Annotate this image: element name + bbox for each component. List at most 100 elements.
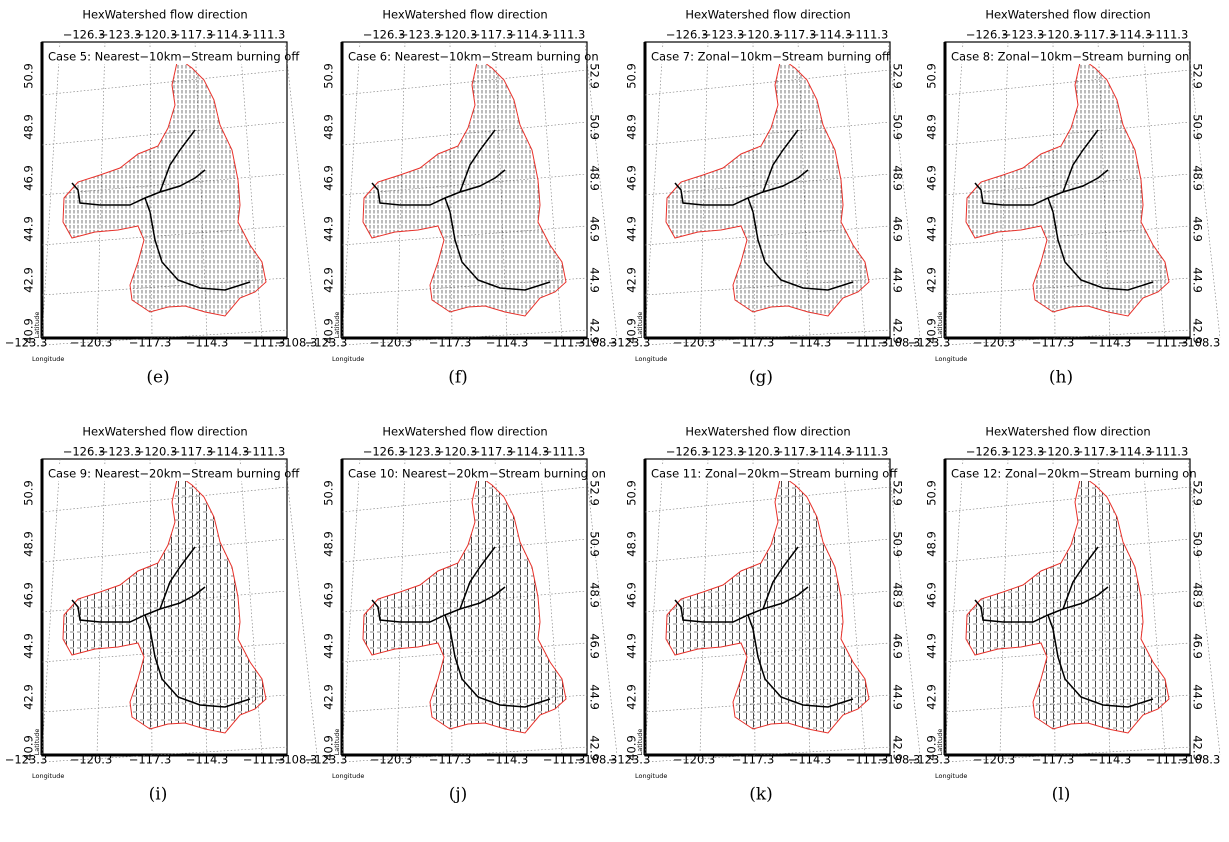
case-bg xyxy=(345,48,583,64)
top-tick-label: −114.3 xyxy=(1110,445,1153,459)
bottom-tick-label: −111.3 xyxy=(1146,336,1189,350)
case-label: Case 12: Zonal−20km−Stream burning on xyxy=(951,467,1197,481)
top-tick-label: −126.3 xyxy=(966,445,1009,459)
panel-title: HexWatershed flow direction xyxy=(82,425,247,439)
left-tick-label: 46.9 xyxy=(322,165,336,191)
left-tick-label: 42.9 xyxy=(322,267,336,293)
panel: HexWatershed flow direction Case 11: Zona… xyxy=(608,425,921,805)
left-tick-label: 48.9 xyxy=(22,114,36,140)
panel-title: HexWatershed flow direction xyxy=(685,8,850,22)
right-tick-label: 48.9 xyxy=(891,582,905,608)
graticule xyxy=(41,486,288,513)
case-bg xyxy=(648,48,886,64)
main-stream xyxy=(159,546,196,610)
bottom-tick-label: −108.3 xyxy=(1178,753,1221,767)
top-tick-label: −111.3 xyxy=(1146,28,1189,42)
watershed-boundary xyxy=(665,57,870,317)
graticule xyxy=(644,458,664,756)
panel-caption: (l) xyxy=(1052,785,1071,805)
top-tick-label: −117.3 xyxy=(171,28,214,42)
left-tick-label: 48.9 xyxy=(625,531,639,557)
right-tick-label: 44.9 xyxy=(588,684,602,710)
left-tick-label: 50.9 xyxy=(22,63,36,89)
right-tick-label: 42.9 xyxy=(1191,318,1205,344)
right-tick-label: 48.9 xyxy=(1191,582,1205,608)
panel-caption: (k) xyxy=(749,785,773,805)
top-tick-label: −114.3 xyxy=(810,28,853,42)
left-tick-label: 50.9 xyxy=(322,63,336,89)
panel-caption: (f) xyxy=(448,368,468,388)
bottom-tick-label: −120.3 xyxy=(973,753,1016,767)
right-tick-label: 48.9 xyxy=(588,165,602,191)
graticule xyxy=(944,486,1191,513)
left-tick-label: 40.9 xyxy=(625,735,639,761)
case-label: Case 7: Zonal−10km−Stream burning off xyxy=(651,50,891,64)
right-tick-label: 44.9 xyxy=(891,267,905,293)
left-tick-label: 48.9 xyxy=(625,114,639,140)
case-bg xyxy=(45,48,283,64)
bottom-tick-label: −111.3 xyxy=(1146,753,1189,767)
graticule xyxy=(341,458,361,756)
bottom-tick-label: −108.3 xyxy=(878,753,921,767)
bottom-tick-label: −120.3 xyxy=(673,753,716,767)
panel-caption: (i) xyxy=(149,785,168,805)
graticule xyxy=(944,458,964,756)
panel-title: HexWatershed flow direction xyxy=(985,8,1150,22)
left-tick-label: 48.9 xyxy=(322,531,336,557)
graticule xyxy=(584,458,618,756)
panel: HexWatershed flow direction Case 8: Zonal… xyxy=(908,8,1221,388)
right-tick-label: 50.9 xyxy=(588,531,602,557)
right-tick-label: 50.9 xyxy=(891,114,905,140)
top-tick-label: −117.3 xyxy=(1074,445,1117,459)
graticule xyxy=(341,69,588,96)
x-axis-label: Longitude xyxy=(332,355,364,363)
main-stream xyxy=(71,586,206,623)
graticule xyxy=(284,41,318,339)
case-bg xyxy=(45,465,283,481)
right-tick-label: 50.9 xyxy=(891,531,905,557)
bottom-tick-label: −123.3 xyxy=(908,336,951,350)
bottom-tick-label: −114.3 xyxy=(1089,336,1132,350)
watershed-boundary xyxy=(965,474,1170,734)
left-tick-label: 50.9 xyxy=(22,480,36,506)
bottom-tick-label: −117.3 xyxy=(732,753,775,767)
graticule xyxy=(341,41,361,339)
top-tick-label: −126.3 xyxy=(966,28,1009,42)
left-tick-label: 46.9 xyxy=(22,165,36,191)
case-bg xyxy=(948,465,1186,481)
main-stream xyxy=(144,197,251,291)
panel-title: HexWatershed flow direction xyxy=(985,425,1150,439)
bottom-tick-label: −123.3 xyxy=(305,753,348,767)
right-tick-label: 42.9 xyxy=(1191,735,1205,761)
panel: HexWatershed flow direction Case 9: Neare… xyxy=(5,425,318,805)
top-tick-label: −117.3 xyxy=(1074,28,1117,42)
panel: HexWatershed flow direction Case 12: Zona… xyxy=(908,425,1221,805)
top-tick-label: −120.3 xyxy=(435,28,478,42)
y-axis-label: Latitude xyxy=(636,729,644,756)
main-stream xyxy=(459,546,496,610)
top-tick-label: −126.3 xyxy=(363,28,406,42)
case-label: Case 9: Nearest−20km−Stream burning off xyxy=(48,467,300,481)
top-tick-label: −120.3 xyxy=(135,445,178,459)
left-tick-label: 46.9 xyxy=(22,582,36,608)
main-stream xyxy=(144,614,251,708)
right-tick-label: 46.9 xyxy=(1191,216,1205,242)
graticule xyxy=(944,69,1191,96)
top-tick-label: −123.3 xyxy=(399,28,442,42)
panel-title: HexWatershed flow direction xyxy=(685,425,850,439)
bottom-tick-label: −120.3 xyxy=(370,336,413,350)
right-tick-label: 48.9 xyxy=(1191,165,1205,191)
right-tick-label: 42.9 xyxy=(588,735,602,761)
main-stream xyxy=(1062,129,1099,193)
flow-network xyxy=(63,475,266,733)
x-axis-label: Longitude xyxy=(332,772,364,780)
main-stream xyxy=(159,129,196,193)
graticule xyxy=(842,41,866,339)
flow-network xyxy=(363,475,566,733)
panel: HexWatershed flow direction Case 6: Neare… xyxy=(305,8,618,388)
y-axis-label: Latitude xyxy=(333,729,341,756)
left-tick-label: 42.9 xyxy=(925,267,939,293)
bottom-tick-label: −117.3 xyxy=(1032,336,1075,350)
main-stream xyxy=(444,614,551,708)
left-tick-label: 44.9 xyxy=(322,216,336,242)
